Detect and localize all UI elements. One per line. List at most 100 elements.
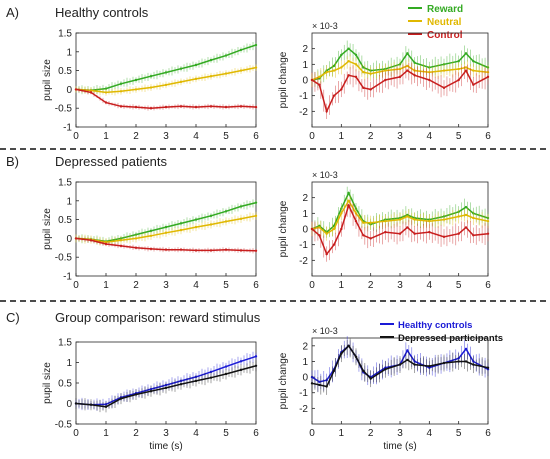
data-point [354, 355, 358, 358]
data-point [369, 237, 372, 240]
data-point [464, 52, 468, 55]
y-axis-label: pupil change [278, 200, 289, 257]
data-point [209, 370, 213, 374]
data-point [74, 88, 78, 91]
data-point [464, 205, 468, 209]
series-control [310, 199, 490, 262]
data-point [318, 380, 321, 383]
series-depressed-participants [310, 338, 490, 395]
data-point [310, 227, 314, 231]
x-tick-label: 3 [397, 280, 403, 291]
data-point [209, 105, 213, 108]
data-point [457, 67, 460, 71]
data-point [472, 234, 475, 237]
data-point [254, 105, 258, 109]
y-axis-label: pupil change [278, 51, 289, 108]
x-tick-label: 2 [133, 428, 139, 439]
x-tick-label: 2 [133, 131, 139, 142]
data-point [239, 205, 243, 208]
data-point [384, 78, 387, 82]
x-tick-label: 0 [309, 131, 315, 142]
data-point [340, 66, 343, 69]
x-tick-label: 5 [456, 280, 462, 291]
data-point [194, 225, 198, 229]
x-tick-label: 5 [456, 131, 462, 142]
y-tick-label: 0.5 [58, 66, 72, 77]
data-point [104, 91, 108, 94]
chart-a-right: 0 1 2 3 4 5 6 -2 -1 0 1 2 pupil change × 10-3 [278, 21, 491, 142]
y-tick-label: 2 [302, 193, 308, 204]
x-tick-label: 4 [193, 131, 199, 142]
data-point [340, 227, 343, 231]
data-point [209, 75, 213, 78]
data-point [369, 88, 372, 91]
data-point [347, 191, 350, 195]
data-point [354, 219, 358, 223]
x-tick-label: 5 [456, 428, 462, 439]
data-point [442, 235, 446, 239]
data-point [179, 383, 183, 386]
data-point [332, 64, 336, 68]
data-point [406, 215, 409, 218]
chart-b-right: 0 1 2 3 4 5 6 -2 -1 0 1 2 pupil change × 10-3 [278, 170, 491, 291]
data-point [209, 376, 213, 379]
panel-title-c: Group comparison: reward stimulus [55, 310, 261, 325]
data-point [254, 66, 258, 69]
data-point [224, 54, 228, 57]
data-point [164, 248, 168, 251]
data-point [362, 70, 365, 74]
x-tick-label: 2 [368, 280, 374, 291]
data-point [384, 230, 387, 234]
data-point [119, 90, 123, 93]
data-point [406, 52, 409, 55]
legend-control-label: Control [427, 30, 463, 41]
data-point [179, 228, 183, 232]
data-point [472, 69, 475, 72]
data-point [209, 223, 213, 226]
y-tick-label: -1 [63, 272, 72, 283]
x-tick-label: 1 [103, 428, 109, 439]
data-point [413, 61, 416, 64]
data-point [384, 69, 387, 72]
data-point [464, 69, 468, 72]
data-point [119, 105, 123, 108]
data-point [134, 78, 138, 82]
series-control [310, 62, 490, 120]
data-point [179, 248, 183, 251]
y-tick-label: 0 [302, 225, 308, 236]
y-tick-label: 1.5 [58, 338, 72, 349]
plot-frame [75, 32, 257, 128]
data-point [164, 83, 168, 87]
data-point [134, 105, 138, 109]
x-tick-label: 3 [397, 131, 403, 142]
data-point [179, 222, 183, 225]
y-tick-label: 1 [66, 196, 72, 207]
data-point [149, 86, 153, 89]
data-point [413, 363, 416, 366]
data-point [428, 230, 431, 234]
y-tick-label: 0 [66, 234, 72, 245]
x-tick-label: 2 [133, 280, 139, 291]
data-point [472, 363, 475, 366]
data-point [74, 237, 78, 240]
data-point [406, 64, 409, 68]
data-point [224, 372, 228, 376]
data-point [239, 105, 243, 108]
y-tick-label: 0 [66, 85, 72, 96]
y-tick-label: 1 [66, 358, 72, 369]
data-point [149, 229, 153, 233]
data-point [239, 249, 243, 252]
data-point [464, 360, 468, 363]
chart-c-right: 0 1 2 3 4 5 6 -2 -1 0 1 2 pupil change time (s) × 10-3 [278, 326, 491, 452]
data-point [428, 70, 431, 74]
legend-bottom: Healthy controls Depressed participants [380, 320, 503, 344]
data-point [209, 249, 213, 252]
x-axis-label: time (s) [149, 441, 182, 452]
data-point [486, 219, 490, 223]
data-point [164, 105, 168, 109]
x-tick-label: 0 [309, 280, 315, 291]
data-point [104, 405, 108, 408]
series-reward [74, 199, 258, 246]
panel-label-b: B) [6, 154, 19, 169]
